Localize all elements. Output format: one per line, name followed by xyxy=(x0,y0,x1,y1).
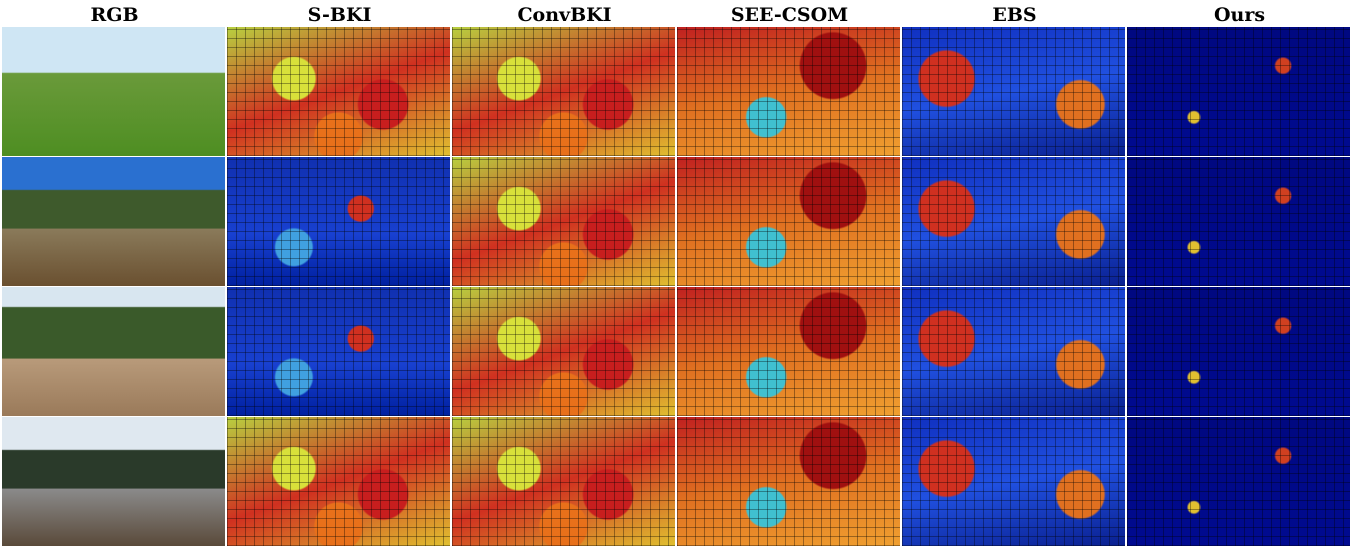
voxel-map xyxy=(1127,287,1350,416)
voxel-map xyxy=(1127,27,1350,156)
voxel-map xyxy=(452,27,675,156)
photo xyxy=(2,27,225,156)
photo xyxy=(2,417,225,546)
column-header: S-BKI xyxy=(227,0,452,26)
voxel-map xyxy=(227,157,450,286)
voxel-map xyxy=(677,287,900,416)
photo xyxy=(2,287,225,416)
voxel-map xyxy=(1127,157,1350,286)
voxel-map xyxy=(902,27,1125,156)
column-header: SEE-CSOM xyxy=(677,0,902,26)
voxel-map xyxy=(227,27,450,156)
voxel-map xyxy=(677,417,900,546)
photo xyxy=(2,157,225,286)
column-header: ConvBKI xyxy=(452,0,677,26)
voxel-map xyxy=(902,287,1125,416)
voxel-map xyxy=(452,417,675,546)
voxel-map xyxy=(452,287,675,416)
voxel-map xyxy=(227,417,450,546)
voxel-map xyxy=(902,157,1125,286)
voxel-map xyxy=(677,157,900,286)
voxel-map xyxy=(677,27,900,156)
voxel-map xyxy=(1127,417,1350,546)
voxel-map xyxy=(902,417,1125,546)
column-header: Ours xyxy=(1127,0,1352,26)
figure: RGBS-BKIConvBKISEE-CSOMEBSOurs xyxy=(0,0,1354,546)
voxel-map xyxy=(227,287,450,416)
voxel-map xyxy=(452,157,675,286)
column-header: RGB xyxy=(2,0,227,26)
column-header: EBS xyxy=(902,0,1127,26)
